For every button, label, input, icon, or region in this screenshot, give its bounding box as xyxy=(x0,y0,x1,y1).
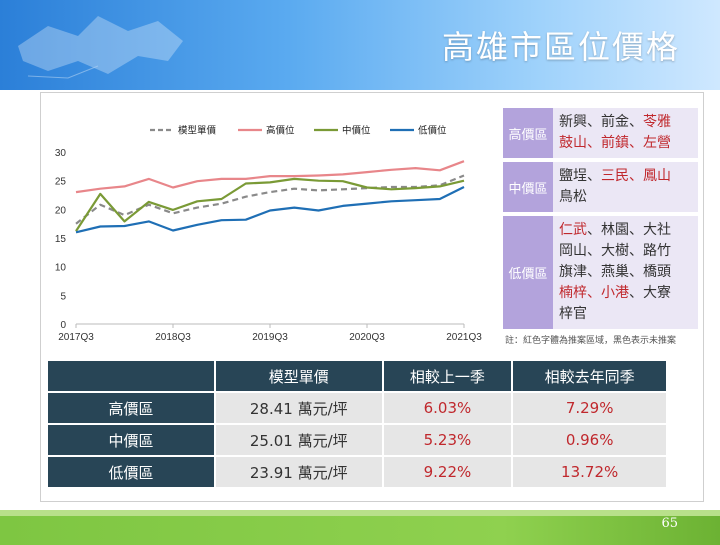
district-list: 新興、前金、苓雅鼓山、前鎮、左營 xyxy=(553,108,698,158)
district-name: 梓官 xyxy=(559,306,587,322)
district-tier-label: 高價區 xyxy=(503,108,553,158)
legend-label: 模型單價 xyxy=(178,125,217,137)
x-tick-label: 2019Q3 xyxy=(252,332,288,343)
row-label: 中價區 xyxy=(48,425,214,455)
qoq-cell: 5.23% xyxy=(383,425,512,455)
qoq-cell: 9.22% xyxy=(383,457,512,487)
district-line: 鹽埕、三民、鳳山 xyxy=(559,166,692,187)
district-line: 梓官 xyxy=(559,304,692,325)
x-tick-label: 2017Q3 xyxy=(58,332,94,343)
district-line: 旗津、燕巢、橋頭 xyxy=(559,262,692,283)
y-tick-label: 0 xyxy=(60,320,66,331)
legend-label: 高價位 xyxy=(266,125,295,137)
table-row: 低價區 23.91 萬元/坪 9.22% 13.72% xyxy=(48,457,666,487)
price-table: 模型單價 相較上一季 相較去年同季 高價區 28.41 萬元/坪 6.03% 7… xyxy=(46,359,668,489)
district-name: 、林園、大社 xyxy=(587,222,671,238)
price-trend-chart: 0 5 10 15 20 25 30 2017Q3 2018Q3 2019Q3 2020Q3 2021… xyxy=(55,125,482,344)
row-label: 高價區 xyxy=(48,393,214,423)
qoq-cell: 6.03% xyxy=(383,393,512,423)
y-tick-label: 20 xyxy=(55,205,67,216)
table-header-cell: 相較上一季 xyxy=(383,361,512,391)
yoy-cell: 0.96% xyxy=(513,425,666,455)
district-line: 鼓山、前鎮、左營 xyxy=(559,133,692,154)
model-price-cell: 28.41 萬元/坪 xyxy=(216,393,382,423)
district-name: 、大寮 xyxy=(629,285,671,301)
yoy-cell: 13.72% xyxy=(513,457,666,487)
district-line: 鳥松 xyxy=(559,187,692,208)
row-label: 低價區 xyxy=(48,457,214,487)
district-name: 苓雅 xyxy=(643,114,671,130)
legend-label: 低價位 xyxy=(418,125,447,137)
district-name: 鳥松 xyxy=(559,189,587,205)
y-tick-label: 25 xyxy=(55,177,67,188)
district-list: 仁武、林園、大社 岡山、大樹、路竹 旗津、燕巢、橋頭 楠梓、小港、大寮 梓官 xyxy=(553,216,698,329)
page-title: 高雄市區位價格 xyxy=(441,28,680,66)
district-name: 仁武 xyxy=(559,222,587,238)
district-name: 三民、鳳山 xyxy=(601,168,671,184)
district-row: 中價區 鹽埕、三民、鳳山 鳥松 xyxy=(503,162,698,212)
series-line xyxy=(75,186,465,234)
district-line: 新興、前金、苓雅 xyxy=(559,112,692,133)
price-table-header-row: 模型單價 相較上一季 相較去年同季 xyxy=(48,361,666,391)
district-line: 仁武、林園、大社 xyxy=(559,220,692,241)
table-header-cell: 模型單價 xyxy=(216,361,382,391)
district-name: 楠梓、小港 xyxy=(559,285,629,301)
district-line: 楠梓、小港、大寮 xyxy=(559,283,692,304)
table-row: 高價區 28.41 萬元/坪 6.03% 7.29% xyxy=(48,393,666,423)
series-line xyxy=(75,160,465,194)
footer-bar: 65 xyxy=(0,510,720,545)
yoy-cell: 7.29% xyxy=(513,393,666,423)
y-tick-label: 5 xyxy=(60,291,66,302)
x-tick-label: 2018Q3 xyxy=(155,332,191,343)
district-name: 岡山、大樹、路竹 xyxy=(559,243,671,259)
district-line: 岡山、大樹、路竹 xyxy=(559,241,692,262)
district-note: 註：紅色字體為推案區域，黑色表示未推案 xyxy=(505,336,677,346)
district-name: 鼓山、前鎮、左營 xyxy=(559,135,671,151)
y-tick-label: 10 xyxy=(55,263,67,274)
series-line xyxy=(75,177,465,232)
district-name: 旗津、燕巢、橋頭 xyxy=(559,264,671,280)
legend-label: 中價位 xyxy=(342,125,371,137)
y-tick-label: 30 xyxy=(55,148,67,159)
page-number: 65 xyxy=(661,516,678,531)
district-tier-label: 中價區 xyxy=(503,162,553,212)
x-tick-label: 2021Q3 xyxy=(446,332,482,343)
table-row: 中價區 25.01 萬元/坪 5.23% 0.96% xyxy=(48,425,666,455)
y-tick-label: 15 xyxy=(55,234,67,245)
district-tier-label: 低價區 xyxy=(503,216,553,329)
model-price-cell: 23.91 萬元/坪 xyxy=(216,457,382,487)
x-tick-label: 2020Q3 xyxy=(349,332,385,343)
table-header-cell: 相較去年同季 xyxy=(513,361,666,391)
district-name: 新興、前金、 xyxy=(559,114,643,130)
district-name: 鹽埕、 xyxy=(559,168,601,184)
table-header-cell xyxy=(48,361,214,391)
district-row: 高價區 新興、前金、苓雅鼓山、前鎮、左營 xyxy=(503,108,698,158)
district-table: 高價區 新興、前金、苓雅 鼓山、前鎮、左營 中價區 鹽埕、三民、鳳山 鳥松 低價區 仁武、林園… xyxy=(503,108,698,346)
map-decoration-icon xyxy=(18,16,183,79)
model-price-cell: 25.01 萬元/坪 xyxy=(216,425,382,455)
district-row: 低價區 仁武、林園、大社 岡山、大樹、路竹 旗津、燕巢、橋頭 楠梓、小港、大寮 梓官 xyxy=(503,216,698,329)
district-list: 鹽埕、三民、鳳山 鳥松 xyxy=(553,162,698,212)
header-banner: 高雄市區位價格 xyxy=(0,0,720,90)
footer-highlight xyxy=(0,510,720,516)
